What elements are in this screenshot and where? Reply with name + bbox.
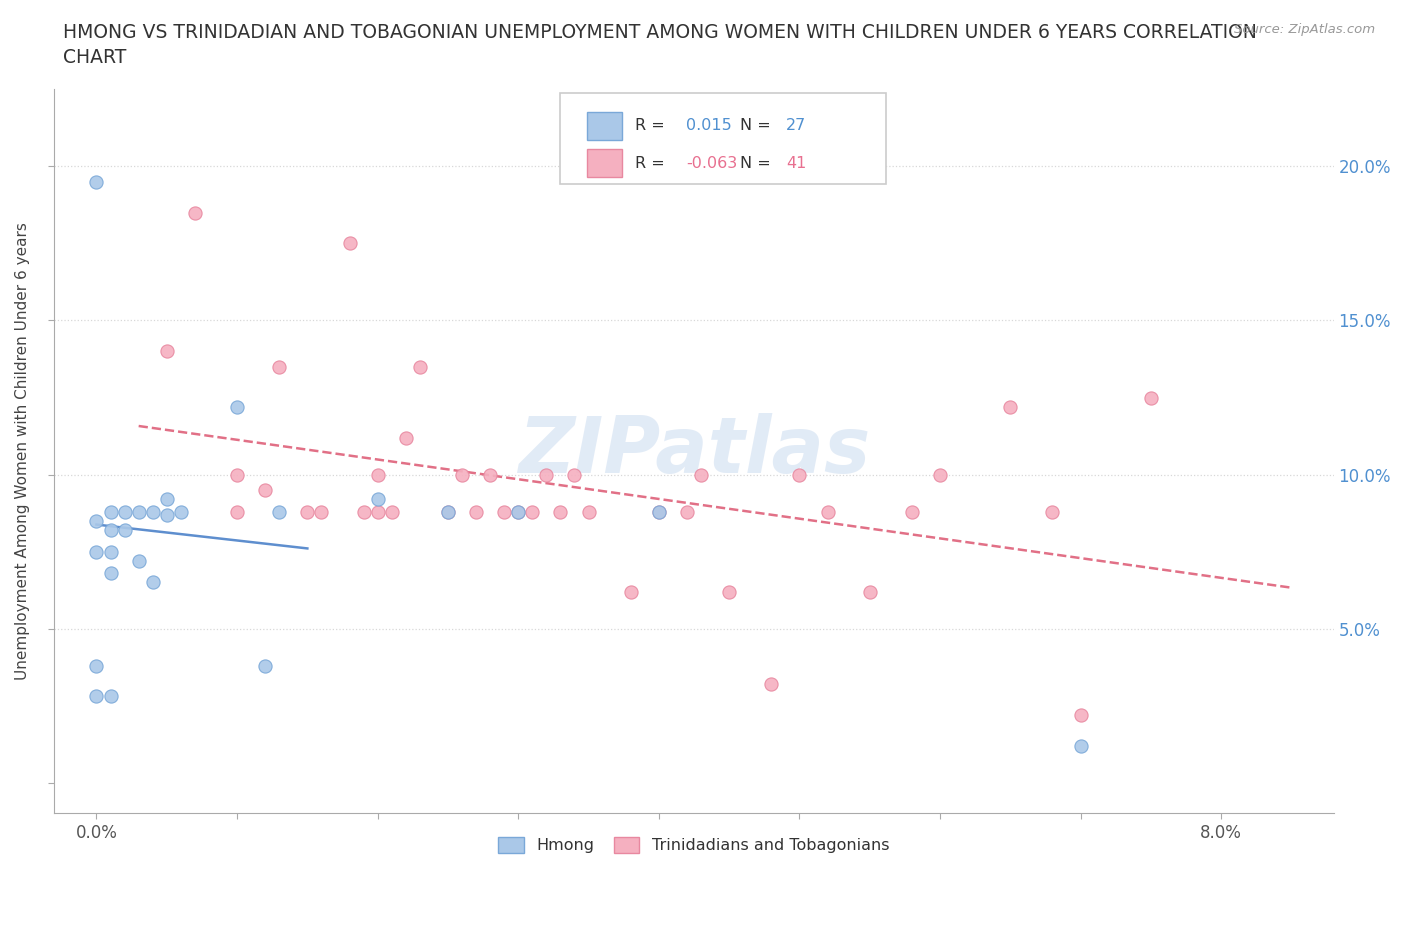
Point bbox=[254, 483, 277, 498]
Point bbox=[156, 492, 179, 507]
Legend: Hmong, Trinidadians and Tobagonians: Hmong, Trinidadians and Tobagonians bbox=[492, 830, 896, 860]
Point bbox=[170, 504, 193, 519]
Point bbox=[1042, 504, 1064, 519]
Point bbox=[508, 504, 530, 519]
Point bbox=[409, 359, 432, 374]
Point bbox=[789, 467, 811, 482]
Point bbox=[269, 504, 291, 519]
Point bbox=[381, 504, 404, 519]
Text: ZIPatlas: ZIPatlas bbox=[517, 414, 870, 489]
Point bbox=[494, 504, 516, 519]
Point bbox=[1000, 399, 1022, 414]
Point bbox=[522, 504, 544, 519]
Point bbox=[564, 467, 586, 482]
Point bbox=[184, 206, 207, 220]
Point bbox=[114, 523, 136, 538]
Point bbox=[100, 689, 122, 704]
Point bbox=[114, 504, 136, 519]
Point bbox=[508, 504, 530, 519]
Point bbox=[451, 467, 474, 482]
Point bbox=[100, 523, 122, 538]
Point bbox=[128, 504, 150, 519]
Point bbox=[100, 544, 122, 559]
Text: R =: R = bbox=[636, 155, 665, 171]
Point bbox=[690, 467, 713, 482]
Point bbox=[269, 359, 291, 374]
Text: 41: 41 bbox=[786, 155, 807, 171]
Point bbox=[648, 504, 671, 519]
Point bbox=[226, 467, 249, 482]
Point bbox=[578, 504, 600, 519]
Point bbox=[676, 504, 699, 519]
Point bbox=[142, 504, 165, 519]
Point bbox=[550, 504, 572, 519]
Point bbox=[648, 504, 671, 519]
Point bbox=[86, 544, 108, 559]
Point bbox=[465, 504, 488, 519]
Point bbox=[718, 584, 741, 599]
Point bbox=[100, 504, 122, 519]
Point bbox=[339, 236, 361, 251]
Text: 27: 27 bbox=[786, 118, 806, 133]
Point bbox=[901, 504, 924, 519]
Point bbox=[761, 677, 783, 692]
Point bbox=[929, 467, 952, 482]
Point bbox=[86, 689, 108, 704]
Point bbox=[100, 565, 122, 580]
Text: -0.063: -0.063 bbox=[686, 155, 738, 171]
Y-axis label: Unemployment Among Women with Children Under 6 years: Unemployment Among Women with Children U… bbox=[15, 222, 30, 681]
Point bbox=[817, 504, 839, 519]
Text: HMONG VS TRINIDADIAN AND TOBAGONIAN UNEMPLOYMENT AMONG WOMEN WITH CHILDREN UNDER: HMONG VS TRINIDADIAN AND TOBAGONIAN UNEM… bbox=[63, 23, 1257, 67]
Point bbox=[86, 658, 108, 673]
Point bbox=[536, 467, 558, 482]
Point bbox=[479, 467, 502, 482]
Point bbox=[395, 431, 418, 445]
Text: N =: N = bbox=[740, 155, 770, 171]
FancyBboxPatch shape bbox=[586, 150, 623, 177]
Point bbox=[128, 553, 150, 568]
Point bbox=[367, 492, 389, 507]
Text: N =: N = bbox=[740, 118, 770, 133]
Point bbox=[86, 513, 108, 528]
Point bbox=[226, 399, 249, 414]
Point bbox=[1070, 738, 1092, 753]
Point bbox=[86, 175, 108, 190]
Point bbox=[437, 504, 460, 519]
FancyBboxPatch shape bbox=[586, 112, 623, 140]
Point bbox=[226, 504, 249, 519]
Text: R =: R = bbox=[636, 118, 665, 133]
Point bbox=[156, 344, 179, 359]
Point bbox=[142, 575, 165, 590]
Point bbox=[311, 504, 333, 519]
Point bbox=[1140, 390, 1163, 405]
Point bbox=[254, 658, 277, 673]
Point bbox=[156, 507, 179, 522]
Point bbox=[367, 504, 389, 519]
FancyBboxPatch shape bbox=[560, 93, 886, 183]
Point bbox=[859, 584, 882, 599]
Text: Source: ZipAtlas.com: Source: ZipAtlas.com bbox=[1234, 23, 1375, 36]
Point bbox=[367, 467, 389, 482]
Point bbox=[437, 504, 460, 519]
Text: 0.015: 0.015 bbox=[686, 118, 733, 133]
Point bbox=[353, 504, 375, 519]
Point bbox=[620, 584, 643, 599]
Point bbox=[297, 504, 319, 519]
Point bbox=[1070, 708, 1092, 723]
